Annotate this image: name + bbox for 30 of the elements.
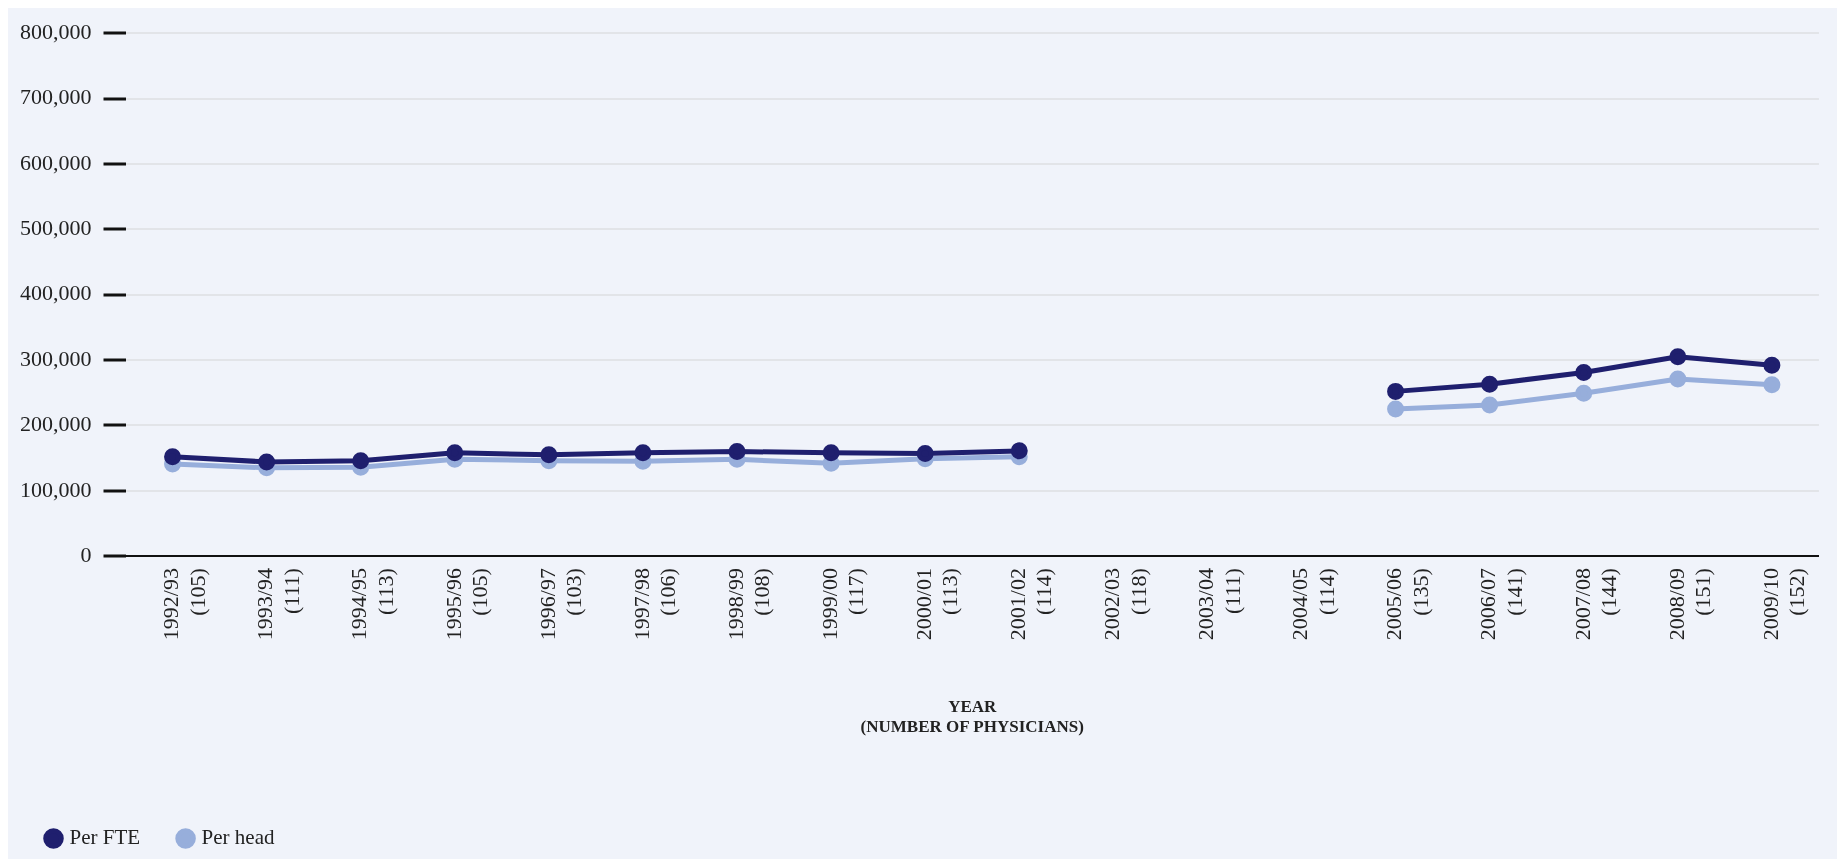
x-tick-label: 1997/98 (106): [628, 568, 681, 641]
x-tick-label: 2007/08 (144): [1569, 568, 1621, 641]
x-tick-label: 2000/01 (113): [910, 568, 963, 641]
x-tick-label: 1995/96 (105): [440, 568, 492, 641]
x-tick-label: 1998/99 (108): [722, 568, 775, 641]
x-axis-title: YEAR (NUMBER OF PHYSICIANS): [860, 696, 1084, 737]
x-tick-label: 2004/05 (114): [1287, 568, 1339, 641]
legend-label: Per FTE: [69, 825, 141, 850]
x-tick-label: 1999/00 (117): [816, 568, 869, 641]
x-tick-label: 2006/07 (141): [1475, 568, 1527, 641]
x-tick-label: 1994/95 (113): [346, 568, 398, 641]
x-tick-label: 2008/09 (151): [1663, 568, 1715, 641]
x-tick-label: 1993/94 (111): [252, 568, 304, 641]
x-tick-label: 2003/04 (111): [1193, 568, 1245, 641]
x-tick-label: 1996/97 (103): [534, 568, 587, 641]
y-tick-label: 400,000: [20, 280, 92, 306]
y-tick-label: 600,000: [20, 149, 92, 175]
x-tick-label: 2009/10 (152): [1757, 568, 1810, 641]
y-tick-label: 200,000: [20, 411, 92, 437]
x-tick-label: 2001/02 (114): [1005, 568, 1057, 641]
y-tick-label: 500,000: [20, 215, 92, 241]
x-tick-label: 2005/06 (135): [1381, 568, 1433, 641]
y-tick-label: 300,000: [20, 345, 92, 371]
legend-label: Per head: [201, 825, 275, 850]
y-tick-label: 700,000: [20, 84, 92, 110]
y-tick-label: 800,000: [20, 18, 92, 44]
x-tick-label: 1992/93 (105): [158, 568, 210, 641]
y-tick-label: 0: [80, 541, 92, 567]
y-tick-label: 100,000: [20, 476, 92, 502]
x-tick-label: 2002/03 (118): [1099, 568, 1151, 641]
